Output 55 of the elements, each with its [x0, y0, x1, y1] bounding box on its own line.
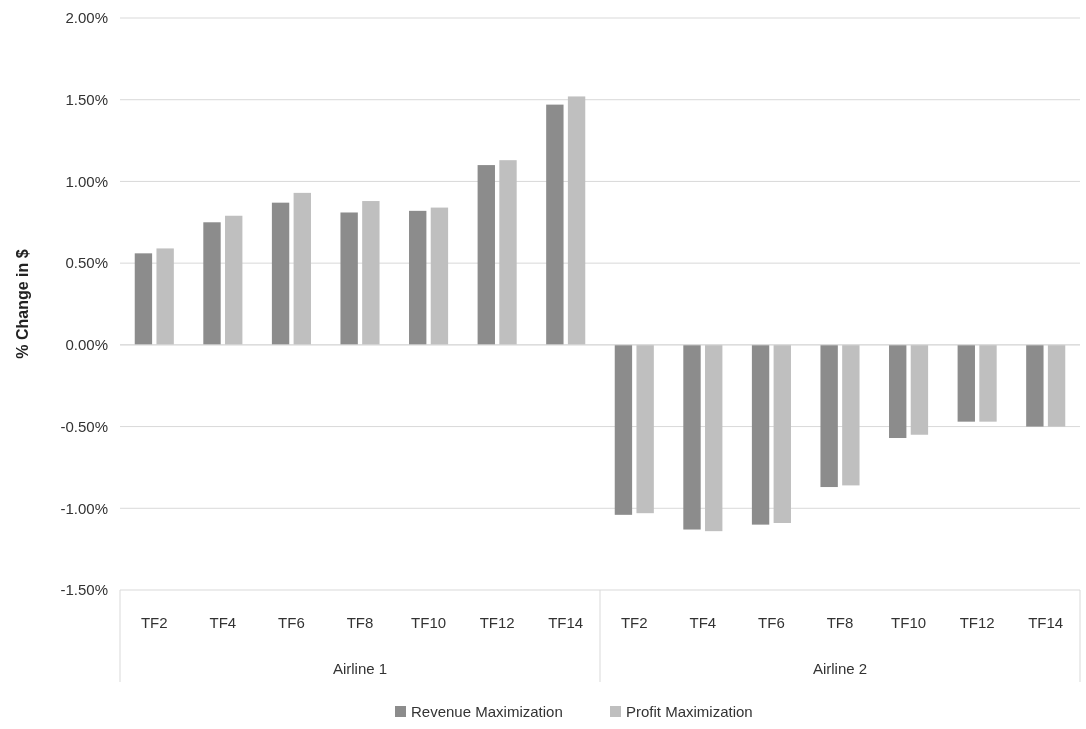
x-tick-label: TF10	[411, 614, 447, 631]
bar	[751, 344, 770, 525]
y-tick-label: 1.00%	[65, 172, 108, 190]
text: Airline 1	[332, 660, 388, 677]
bar	[614, 344, 633, 515]
bar	[499, 160, 517, 345]
y-tick-label: 0.50%	[65, 254, 108, 272]
bar	[134, 253, 153, 345]
x-tick-label: TF8	[826, 614, 854, 631]
x-tick-label: TF14	[1028, 614, 1064, 631]
bar	[957, 344, 975, 422]
x-tick-label: TF6	[278, 614, 305, 631]
text: Airline 2	[812, 660, 868, 677]
x-tick-label: TF2	[140, 614, 168, 631]
y-tick-label: 1.50%	[65, 90, 108, 108]
bar	[705, 344, 723, 532]
bar	[546, 104, 564, 345]
bar	[820, 344, 838, 488]
bar	[1047, 344, 1066, 427]
y-tick-label: -1.50%	[60, 581, 108, 599]
bar	[430, 207, 449, 345]
bar	[362, 201, 380, 345]
x-tick-label: TF6	[758, 614, 785, 631]
x-tick-label: TF8	[346, 614, 374, 631]
bar	[1026, 344, 1044, 427]
x-tick-label: TF14	[548, 614, 584, 631]
bar	[156, 248, 174, 345]
bar	[203, 222, 221, 345]
bar	[477, 165, 495, 345]
x-tick-label: TF2	[620, 614, 648, 631]
bar	[293, 192, 311, 345]
x-tick-label: TF4	[689, 614, 717, 631]
y-tick-label: -1.00%	[60, 499, 108, 517]
bar	[910, 344, 929, 435]
bar	[889, 344, 907, 439]
bar	[842, 344, 860, 486]
y-axis-title: % Change in $	[14, 249, 31, 359]
y-tick-label: 2.00%	[65, 9, 108, 27]
bar	[567, 96, 586, 345]
bar	[340, 212, 358, 345]
x-tick-label: TF10	[891, 614, 927, 631]
bar	[225, 215, 243, 345]
x-tick-label: TF4	[209, 614, 237, 631]
bar	[271, 202, 290, 345]
bar	[979, 344, 997, 422]
legend-label: Revenue Maximization	[411, 703, 563, 720]
y-tick-label: 0.00%	[65, 336, 108, 354]
x-tick-label: TF12	[959, 614, 995, 631]
y-tick-label: -0.50%	[60, 417, 108, 435]
bar	[683, 344, 701, 530]
bar	[409, 210, 427, 345]
legend-label: Profit Maximization	[626, 703, 753, 720]
x-tick-label: TF12	[479, 614, 515, 631]
bar	[773, 344, 791, 523]
bar	[636, 344, 654, 514]
